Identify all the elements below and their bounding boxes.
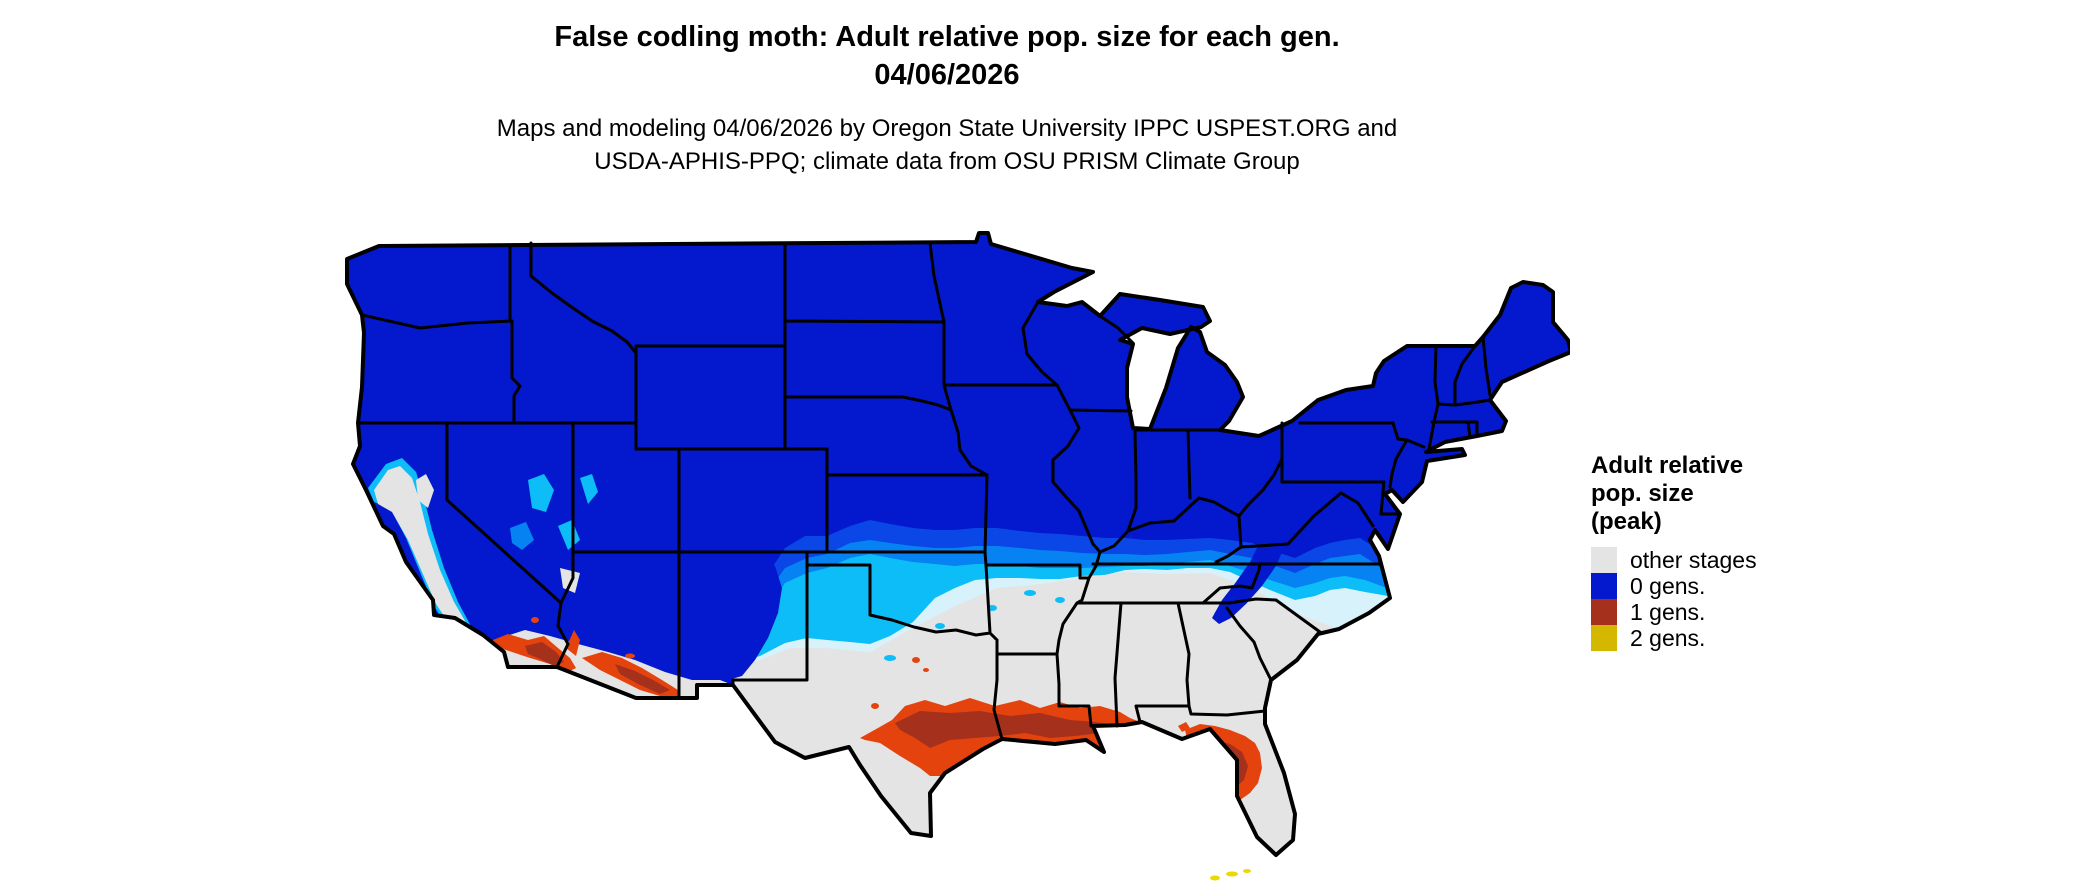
ut-cyan-patch bbox=[580, 474, 598, 504]
cyan-speckle-1 bbox=[1024, 590, 1036, 596]
us-map bbox=[345, 231, 1570, 881]
nv-cyan-patch-1 bbox=[528, 474, 554, 512]
legend-title-line3: (peak) bbox=[1591, 508, 1662, 535]
region-1-gen-arizona-core bbox=[615, 664, 670, 694]
cyan-speckle-2 bbox=[1055, 597, 1065, 603]
map-subtitle-line1: Maps and modeling 04/06/2026 by Oregon S… bbox=[496, 115, 1398, 142]
cyan-speckle-4 bbox=[884, 655, 896, 661]
legend-item-0-gens: 0 gens. bbox=[1591, 573, 1757, 599]
ms-coast-red-dot-2 bbox=[1097, 717, 1103, 721]
region-appalachian-blue-tongue bbox=[1212, 516, 1286, 624]
legend-label-1-gens: 1 gens. bbox=[1630, 599, 1706, 625]
keys-yellow-1 bbox=[1210, 875, 1220, 881]
legend-items: other stages 0 gens. 1 gens. 2 gens. bbox=[1591, 547, 1757, 651]
socal-red-dot-1 bbox=[531, 617, 539, 623]
state-borders bbox=[356, 241, 1492, 741]
tx-red-dot-1 bbox=[912, 657, 920, 663]
region-ca-valley-gray bbox=[374, 466, 494, 656]
tx-red-dot-2 bbox=[923, 668, 929, 672]
legend-label-2-gens: 2 gens. bbox=[1630, 625, 1706, 651]
legend-item-1-gens: 1 gens. bbox=[1591, 599, 1757, 625]
region-vegas-gray bbox=[560, 568, 580, 593]
region-1-gen-socal-core bbox=[525, 642, 564, 666]
legend-swatch-2-gens bbox=[1591, 625, 1617, 651]
region-az-nm-highlands-blue bbox=[682, 544, 782, 680]
keys-yellow-3 bbox=[1243, 869, 1251, 873]
map-subtitle: Maps and modeling 04/06/2026 by Oregon S… bbox=[497, 112, 1397, 178]
keys-yellow-2 bbox=[1226, 871, 1238, 877]
map-title-date: 04/06/2026 bbox=[874, 59, 1020, 91]
nv-bright-patch bbox=[510, 522, 534, 550]
legend-label-0-gens: 0 gens. bbox=[1630, 573, 1706, 599]
legend-swatch-other-stages bbox=[1591, 547, 1617, 573]
map-title: False codling moth: Adult relative pop. … bbox=[554, 18, 1339, 94]
map-legend: Adult relative pop. size (peak) other st… bbox=[1591, 452, 1757, 651]
legend-item-2-gens: 2 gens. bbox=[1591, 625, 1757, 651]
legend-swatch-1-gens bbox=[1591, 599, 1617, 625]
az-river-red-finger bbox=[566, 630, 580, 656]
legend-swatch-0-gens bbox=[1591, 573, 1617, 599]
map-title-line1: False codling moth: Adult relative pop. … bbox=[554, 21, 1340, 53]
legend-item-other-stages: other stages bbox=[1591, 547, 1757, 573]
map-subtitle-line2: USDA-APHIS-PPQ; climate data from OSU PR… bbox=[594, 148, 1300, 175]
region-2-gens-florida-keys bbox=[1210, 869, 1251, 881]
legend-title-line1: Adult relative bbox=[1591, 452, 1744, 479]
us-outline bbox=[345, 231, 1570, 857]
az-red-dot bbox=[625, 653, 635, 659]
fl-panhandle-red-dot bbox=[1178, 722, 1190, 732]
region-ca-north-valley-gray bbox=[416, 474, 434, 508]
legend-title-line2: pop. size bbox=[1591, 480, 1694, 507]
cyan-speckle-5 bbox=[935, 623, 945, 629]
legend-label-other-stages: other stages bbox=[1630, 547, 1757, 573]
tx-red-dot-3 bbox=[871, 703, 879, 709]
region-1-gen-texas-gulf-core bbox=[895, 711, 1110, 748]
legend-title: Adult relative pop. size (peak) bbox=[1591, 452, 1757, 536]
